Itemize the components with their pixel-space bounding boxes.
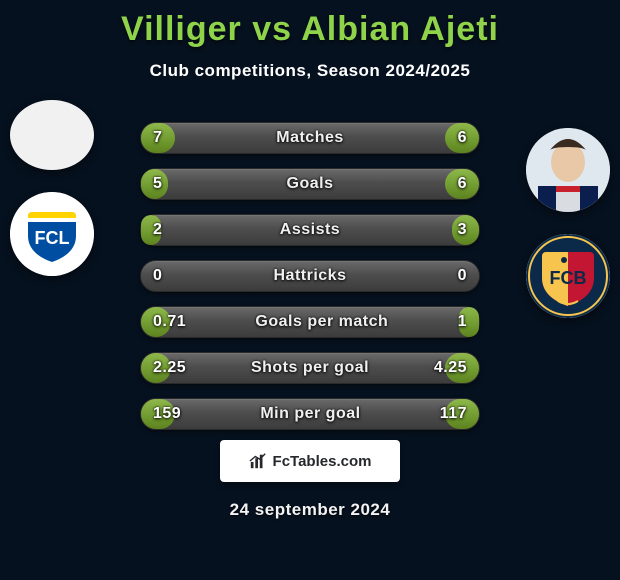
stat-bar: 0.71Goals per match1 (140, 306, 480, 338)
stat-value-left: 0 (153, 267, 162, 285)
stat-value-left: 159 (153, 405, 181, 423)
player-right-avatar (526, 128, 610, 212)
stat-bar: 159Min per goal117 (140, 398, 480, 430)
player-left-club-badge: FCL (10, 192, 94, 276)
left-column: FCL (10, 100, 94, 276)
stats-bars-container: 7Matches65Goals62Assists30Hattricks00.71… (140, 122, 480, 430)
club-badge-icon: FCB (526, 234, 610, 318)
stat-value-left: 7 (153, 129, 162, 147)
stat-label: Min per goal (181, 405, 439, 423)
stat-value-right: 117 (440, 405, 467, 423)
stat-label: Goals per match (186, 313, 457, 331)
stat-value-left: 5 (153, 175, 162, 193)
stat-value-right: 6 (458, 129, 467, 147)
stat-value-right: 6 (458, 175, 467, 193)
svg-text:FCB: FCB (550, 268, 587, 288)
stat-label: Matches (162, 129, 457, 147)
chart-icon (249, 452, 267, 470)
player-left-avatar (10, 100, 94, 170)
stat-bar: 2Assists3 (140, 214, 480, 246)
stat-label: Hattricks (162, 267, 457, 285)
stat-value-left: 2.25 (153, 359, 186, 377)
stat-value-left: 0.71 (153, 313, 186, 331)
stat-value-right: 0 (458, 267, 467, 285)
stat-bar: 5Goals6 (140, 168, 480, 200)
stat-label: Shots per goal (186, 359, 434, 377)
page-subtitle: Club competitions, Season 2024/2025 (0, 61, 620, 81)
stat-value-left: 2 (153, 221, 162, 239)
stat-bar: 7Matches6 (140, 122, 480, 154)
player-avatar-icon (526, 128, 610, 212)
svg-text:FCL: FCL (35, 228, 70, 248)
stat-label: Goals (162, 175, 457, 193)
stat-value-right: 4.25 (434, 359, 467, 377)
branding-text: FcTables.com (273, 453, 372, 470)
stat-value-right: 1 (458, 313, 467, 331)
branding-badge: FcTables.com (220, 440, 400, 482)
stat-bar: 2.25Shots per goal4.25 (140, 352, 480, 384)
right-column: FCB (526, 128, 610, 318)
stat-value-right: 3 (458, 221, 467, 239)
stat-label: Assists (162, 221, 457, 239)
stat-bar: 0Hattricks0 (140, 260, 480, 292)
player-right-club-badge: FCB (526, 234, 610, 318)
page-title: Villiger vs Albian Ajeti (0, 0, 620, 49)
club-badge-icon: FCL (10, 192, 94, 276)
date-text: 24 september 2024 (0, 500, 620, 520)
